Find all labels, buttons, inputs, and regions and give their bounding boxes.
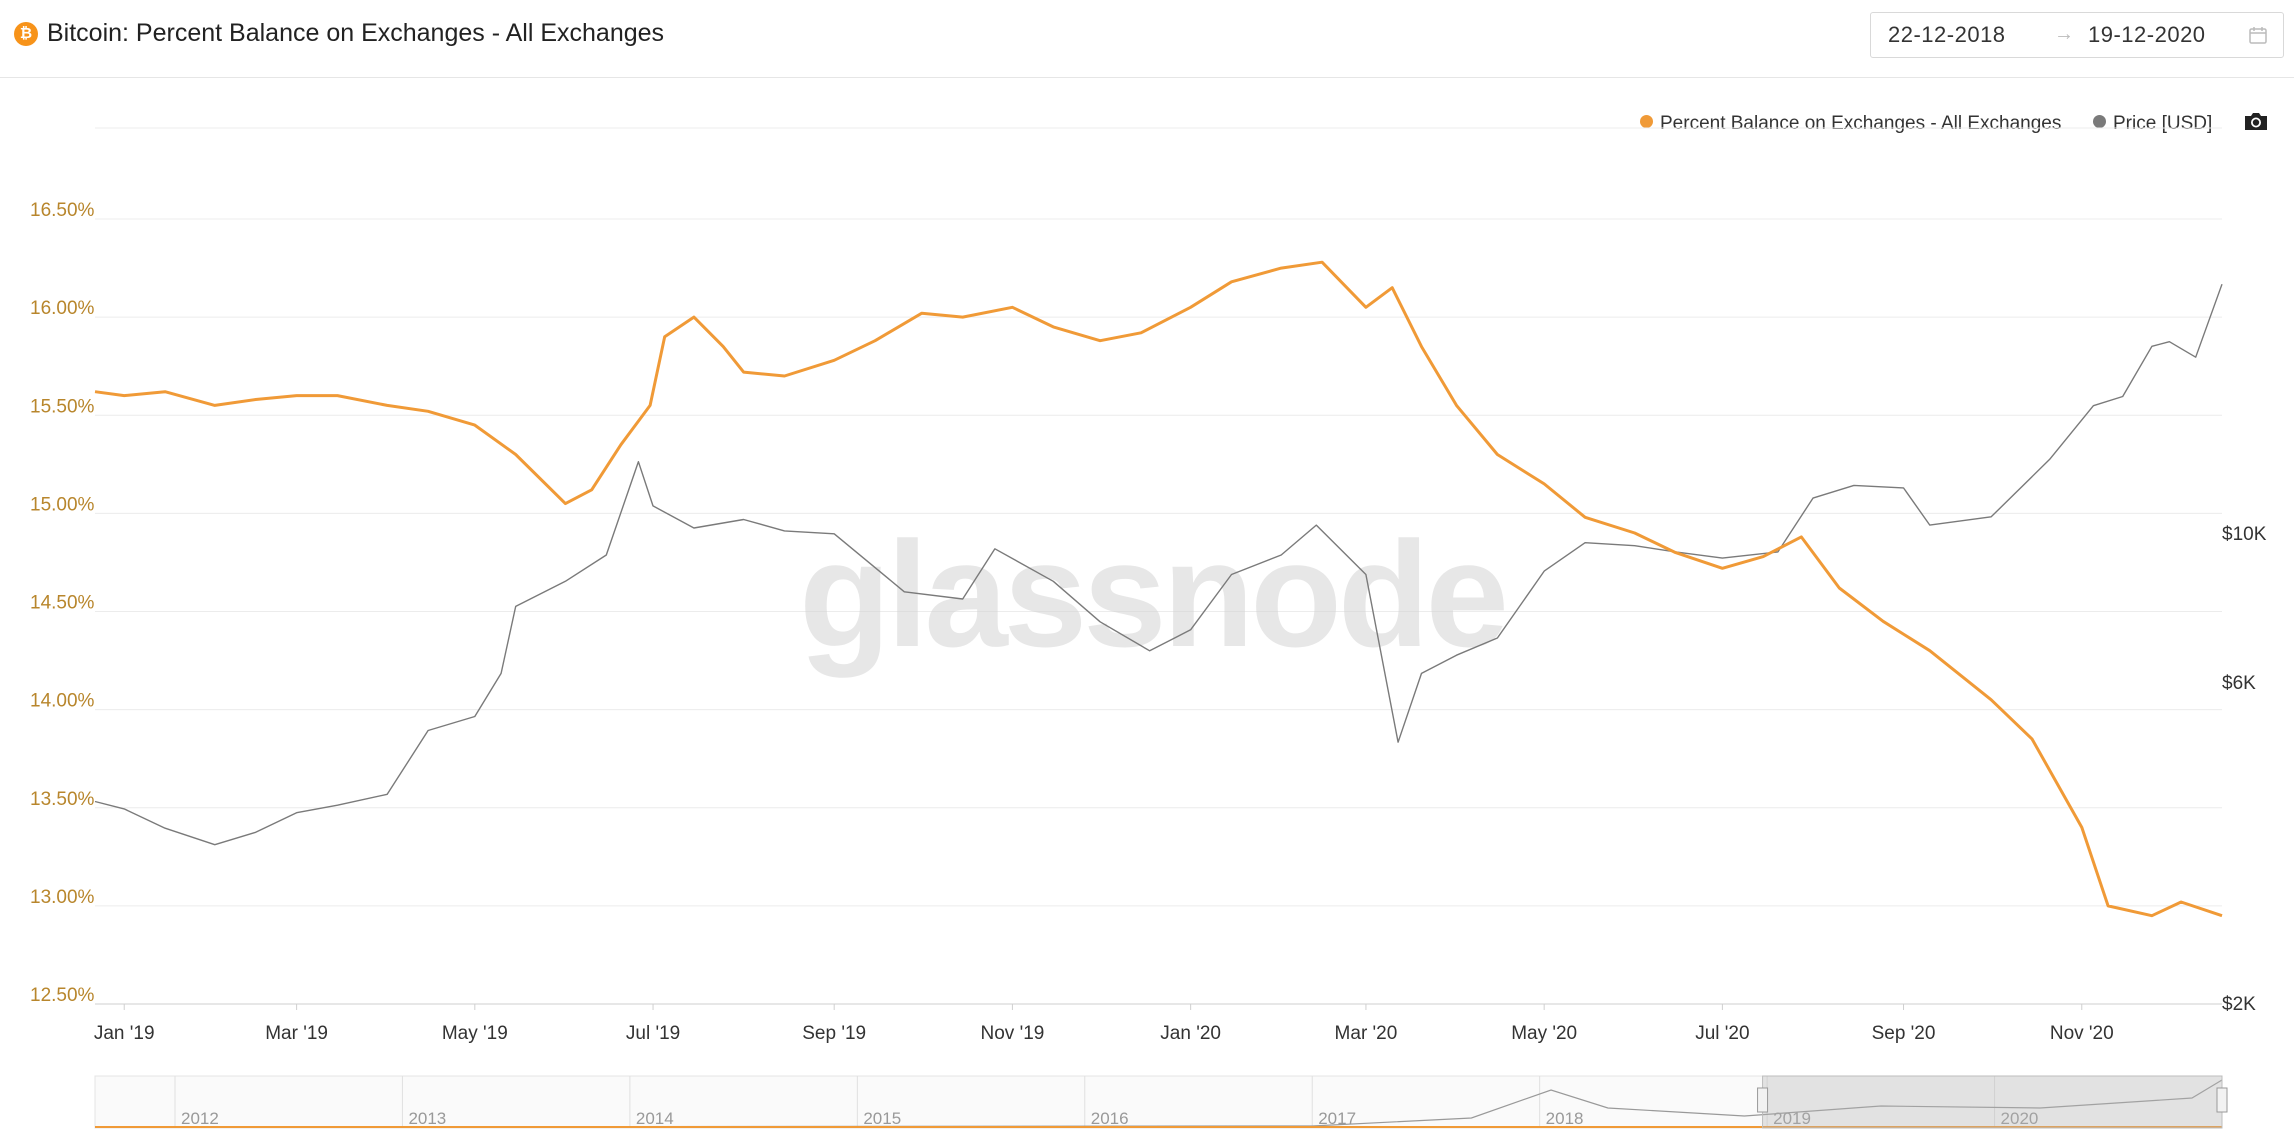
x-tick-label: May '20 [1511,1023,1577,1044]
navigator-year-label: 2012 [181,1109,219,1128]
y-right-tick-label: $6K [2222,673,2256,694]
legend-item-price[interactable]: Price [USD] [2093,113,2212,135]
x-tick-label: Nov '19 [981,1023,1045,1044]
x-tick-label: Jan '20 [1160,1023,1221,1044]
y-right-tick-label: $2K [2222,994,2256,1015]
navigator-year-label: 2013 [408,1109,446,1128]
camera-icon[interactable] [2243,110,2269,132]
y-left-tick-label: 15.00% [30,494,95,515]
y-left-tick-label: 13.50% [30,789,95,810]
navigator-year-label: 2017 [1318,1109,1356,1128]
chart-area[interactable]: glassnode 16.50% 16.00% 15.50% 15.00% 14.50%… [0,78,2294,1144]
x-tick-label: Jan '19 [94,1023,155,1044]
navigator-handle-right[interactable] [2216,1087,2228,1113]
range-navigator[interactable]: 201220132014201520162017201820192020 [94,1075,2228,1129]
series-price [94,283,2223,846]
navigator-track [94,1075,2223,1129]
x-tick-label: May '19 [442,1023,508,1044]
balance-line [94,260,2223,918]
x-tick-label: Nov '20 [2050,1023,2114,1044]
x-tick-label: Jul '20 [1695,1023,1749,1044]
calendar-icon[interactable] [2248,25,2268,45]
bitcoin-icon: ₿ [14,22,38,46]
y-right-tick-label: $10K [2222,524,2267,545]
navigator-handle-left[interactable] [1757,1087,1769,1113]
date-range-picker[interactable]: 22-12-2018 → 19-12-2020 [1870,12,2284,58]
legend-item-balance[interactable]: Percent Balance on Exchanges - All Excha… [1640,113,2061,135]
y-left-tick-label: 12.50% [30,985,95,1006]
legend-dot-price [2093,115,2106,129]
x-axis: Jan '19 Mar '19 May '19 Jul '19 Sep '19 Nov '… [94,1004,2114,1044]
series-balance [94,260,2223,918]
x-tick-label: Sep '20 [1872,1023,1936,1044]
y-left-tick-label: 14.00% [30,691,95,712]
chart-header: ₿ Bitcoin: Percent Balance on Exchanges … [0,0,2294,78]
x-tick-label: Sep '19 [802,1023,866,1044]
y-left-tick-label: 14.50% [30,593,95,614]
navigator-year-label: 2015 [863,1109,901,1128]
y-left-tick-label: 13.00% [30,887,95,908]
navigator-year-label: 2020 [2001,1109,2039,1128]
legend-dot-balance [1640,115,1653,129]
date-end-input[interactable]: 19-12-2020 [2088,22,2206,47]
y-axis-left: 16.50% 16.00% 15.50% 15.00% 14.50% 14.00% 13.5… [30,200,95,1006]
gridlines [95,127,2222,1005]
watermark: glassnode [799,510,1505,678]
y-left-tick-label: 16.00% [30,298,95,319]
navigator-selection[interactable] [1762,1075,2223,1129]
navigator-year-label: 2016 [1091,1109,1129,1128]
y-axis-right: $10K $6K $2K [2222,524,2267,1015]
y-left-tick-label: 16.50% [30,200,95,221]
x-tick-label: Mar '20 [1335,1023,1398,1044]
y-left-tick-label: 15.50% [30,396,95,417]
x-tick-label: Mar '19 [265,1023,328,1044]
navigator-year-label: 2014 [636,1109,674,1128]
date-arrow-icon: → [2054,23,2074,45]
legend-label-balance: Percent Balance on Exchanges - All Excha… [1660,113,2062,134]
date-start-input[interactable]: 22-12-2018 [1888,22,2006,47]
x-tick-label: Jul '19 [626,1023,680,1044]
navigator-year-label: 2018 [1546,1109,1584,1128]
page-title: Bitcoin: Percent Balance on Exchanges - … [47,19,665,47]
navigator-price-trace [94,1079,2223,1128]
price-line [94,283,2223,846]
legend-label-price: Price [USD] [2113,113,2213,134]
